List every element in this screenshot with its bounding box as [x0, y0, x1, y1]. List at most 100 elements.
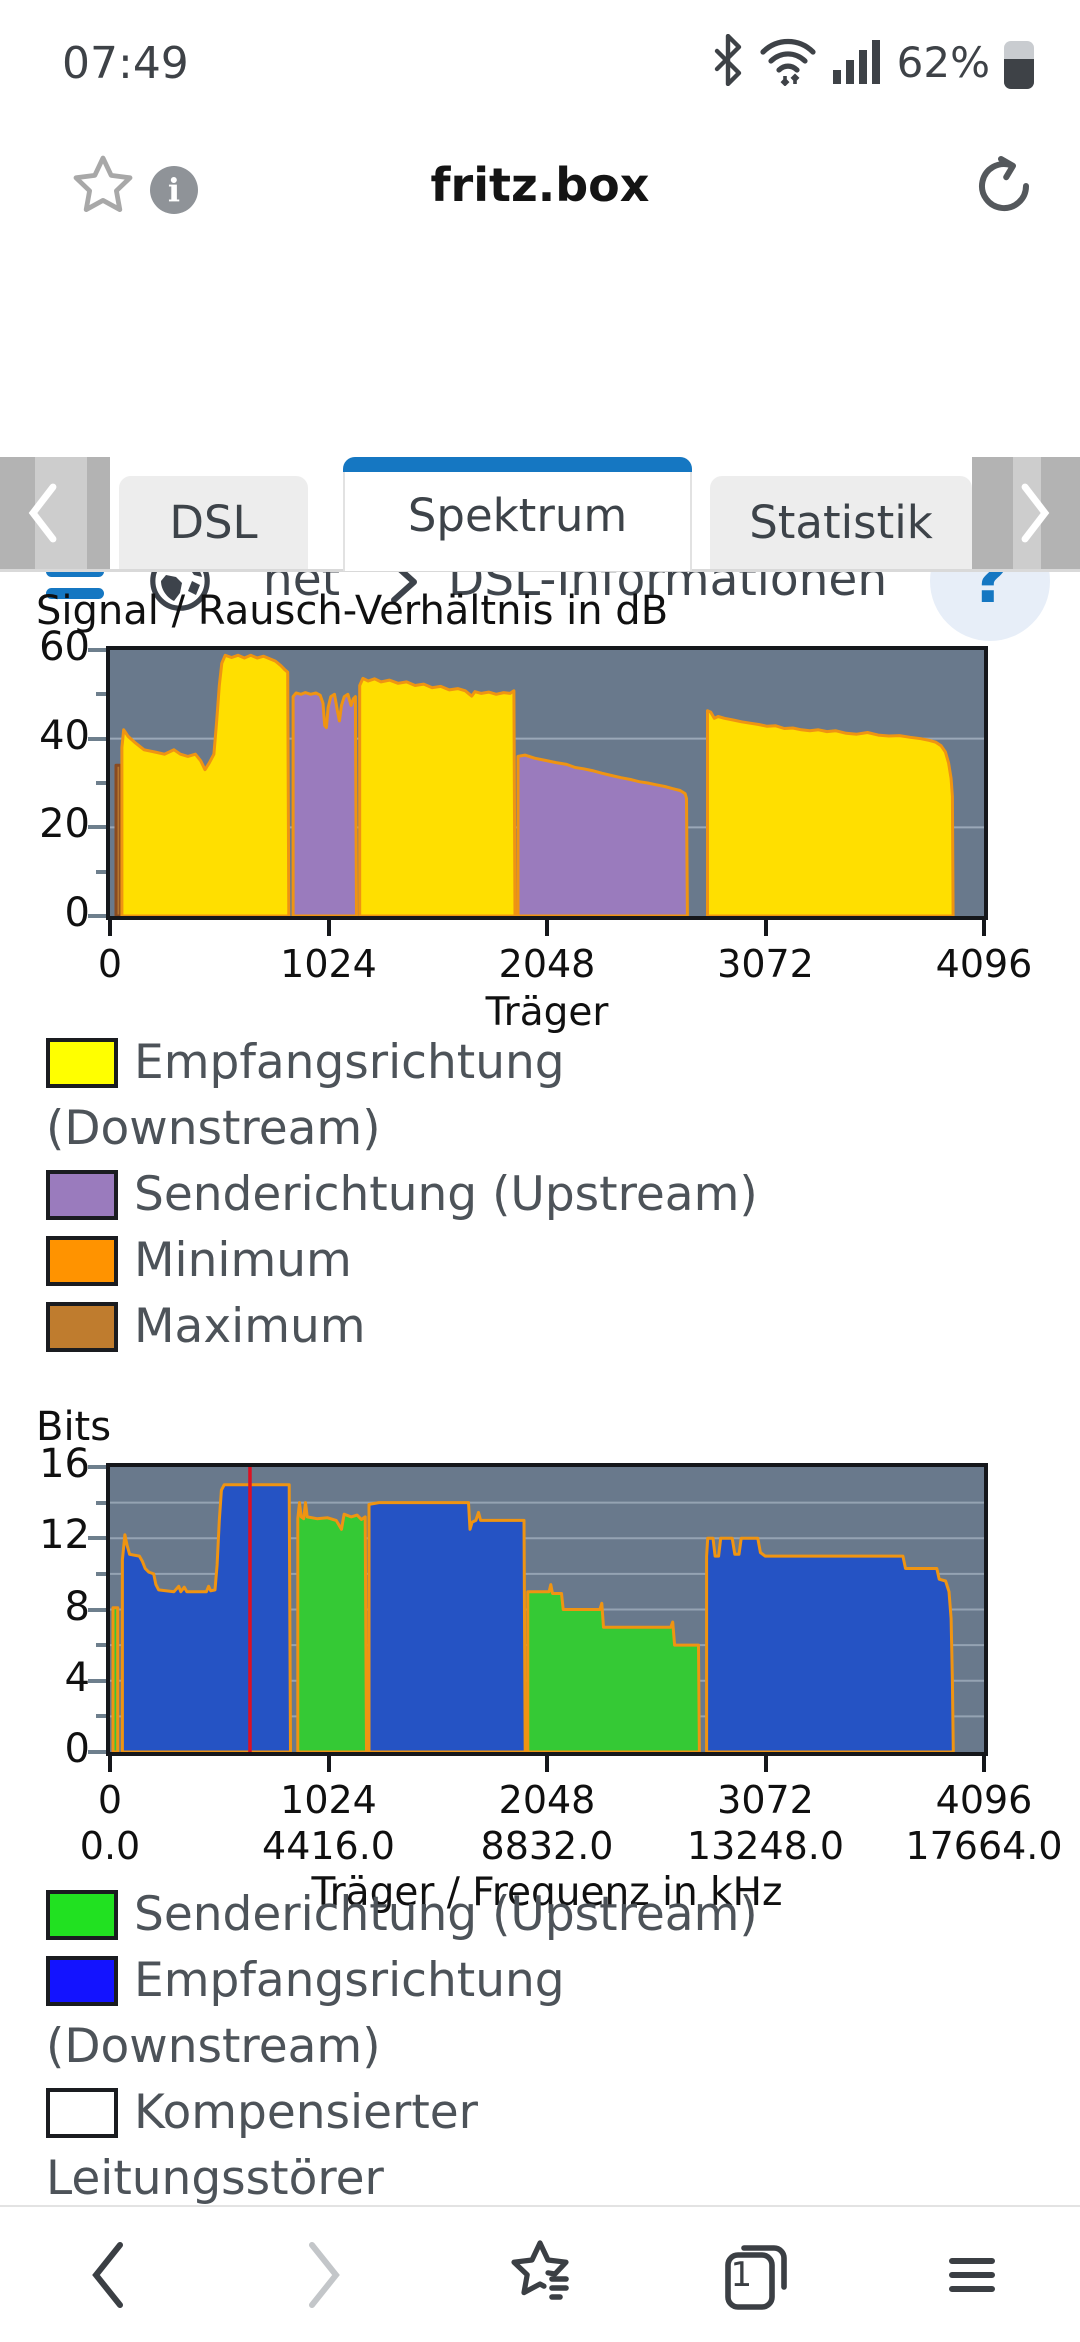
tab-dsl[interactable]: DSL: [119, 476, 308, 569]
y-tick: [88, 1607, 106, 1612]
plot-area: [106, 1463, 988, 1756]
x-tick: [982, 1756, 986, 1772]
tab-scroll-left-icon[interactable]: [8, 457, 78, 569]
bookmark-star-icon[interactable]: [70, 152, 136, 222]
x-tick: [763, 1756, 768, 1772]
x-tick-label: 2048: [498, 942, 596, 986]
x-tick: [545, 1756, 549, 1772]
legend-swatch: [46, 1302, 118, 1352]
x-axis-title: Träger: [485, 990, 609, 1035]
y-tick-label: 40: [39, 712, 90, 759]
url-title[interactable]: fritz.box: [430, 158, 650, 212]
y-minor-tick: [96, 869, 106, 874]
x-tick: [108, 1756, 112, 1772]
active-tab-accent: [343, 457, 692, 472]
x-tick-label-freq: 8832.0: [480, 1824, 614, 1868]
y-minor-tick: [96, 1714, 106, 1719]
x-tick: [326, 920, 331, 936]
x-tick: [545, 920, 549, 936]
x-tick-label: 1024: [280, 1778, 377, 1822]
y-minor-tick: [96, 1571, 106, 1576]
bookmarks-button[interactable]: [432, 2235, 648, 2315]
legend-swatch: [46, 2088, 118, 2138]
tab-scroll-right-icon[interactable]: [1000, 457, 1070, 569]
status-time: 07:49: [62, 38, 189, 89]
y-tick: [88, 1465, 106, 1469]
y-tick: [88, 825, 106, 830]
y-tick: [88, 648, 106, 652]
snr-legend: Empfangsrichtung (Downstream) Senderichtu…: [46, 1030, 826, 1360]
page-info-icon[interactable]: i: [150, 166, 198, 214]
status-icons: 62%: [711, 33, 1034, 90]
x-tick-label-freq: 17664.0: [905, 1824, 1063, 1868]
legend-label: Minimum: [134, 1233, 352, 1288]
plot-area: [106, 646, 988, 920]
x-tick-label: 4096: [935, 1778, 1033, 1822]
tab-bar: DSL Spektrum Statistik: [0, 457, 1080, 572]
y-tick-label: 8: [64, 1583, 90, 1630]
y-tick-label: 16: [39, 1441, 90, 1487]
tab-scroll-left-zone[interactable]: [0, 457, 110, 569]
tab-count: 1: [730, 2254, 753, 2295]
legend-swatch: [46, 1170, 118, 1220]
x-tick: [326, 1756, 331, 1772]
status-bar: 07:49 62%: [0, 0, 1080, 122]
forward-button[interactable]: [216, 2237, 432, 2313]
refresh-icon[interactable]: [972, 154, 1036, 222]
battery-percent: 62%: [896, 37, 990, 87]
legend-label: Empfangsrichtung (Downstream): [46, 1953, 565, 2074]
battery-icon: [1004, 41, 1034, 89]
y-tick: [88, 914, 106, 918]
x-tick-label: 2048: [498, 1778, 596, 1822]
tab-spektrum[interactable]: Spektrum: [343, 457, 692, 571]
x-tick-label: 3072: [717, 942, 814, 986]
legend-item: Senderichtung (Upstream): [46, 1882, 826, 1948]
x-tick: [108, 920, 112, 936]
x-tick: [763, 920, 768, 936]
snr-chart-title: Signal / Rausch-Verhältnis in dB: [36, 588, 669, 634]
legend-label: Kompensierter Leitungsstörer: [46, 2085, 479, 2206]
back-button[interactable]: [0, 2237, 216, 2313]
legend-item: Empfangsrichtung (Downstream): [46, 1948, 826, 2080]
legend-swatch: [46, 1236, 118, 1286]
bits-chart-title: Bits: [36, 1404, 112, 1450]
x-axis-title: Träger / Frequenz in kHz: [311, 1870, 783, 1915]
y-tick-label: 0: [64, 1726, 90, 1772]
legend-label: Senderichtung (Upstream): [134, 1167, 758, 1222]
legend-swatch: [46, 1956, 118, 2006]
browser-menu-button[interactable]: [864, 2243, 1080, 2307]
browser-toolbar: 1: [0, 2205, 1080, 2342]
bluetooth-icon: [711, 33, 745, 90]
x-tick-label: 1024: [280, 942, 377, 986]
y-tick-label: 12: [39, 1512, 90, 1559]
legend-item: Senderichtung (Upstream): [46, 1162, 826, 1228]
y-tick: [88, 1536, 106, 1541]
x-tick: [982, 920, 986, 936]
legend-label: Empfangsrichtung (Downstream): [46, 1035, 565, 1156]
x-tick-label: 4096: [935, 942, 1033, 986]
legend-item: Minimum: [46, 1228, 826, 1294]
legend-label: Senderichtung (Upstream): [134, 1887, 758, 1942]
legend-item: Empfangsrichtung (Downstream): [46, 1030, 826, 1162]
x-tick-label-freq: 4416.0: [262, 1824, 395, 1868]
y-minor-tick: [96, 1500, 106, 1505]
wifi-icon: [759, 34, 817, 90]
x-tick-label: 0: [97, 942, 123, 986]
legend-item: Maximum: [46, 1294, 826, 1360]
tabs-button[interactable]: 1: [648, 2235, 864, 2315]
y-tick: [88, 1750, 106, 1754]
x-tick-label-freq: 0.0: [79, 1824, 141, 1868]
y-minor-tick: [96, 1643, 106, 1648]
legend-label: Maximum: [134, 1299, 366, 1354]
x-tick-label: 0: [97, 1778, 123, 1822]
legend-swatch: [46, 1890, 118, 1940]
address-bar: i fritz.box: [0, 122, 1080, 246]
y-tick: [88, 1678, 106, 1683]
x-tick-label: 3072: [717, 1778, 814, 1822]
y-tick-label: 0: [64, 890, 90, 936]
legend-swatch: [46, 1038, 118, 1088]
tab-scroll-right-zone[interactable]: [972, 457, 1080, 569]
tab-statistik[interactable]: Statistik: [710, 476, 972, 569]
page-header: ˈnet DSL-Informationen ?: [0, 244, 1080, 679]
y-minor-tick: [96, 781, 106, 785]
